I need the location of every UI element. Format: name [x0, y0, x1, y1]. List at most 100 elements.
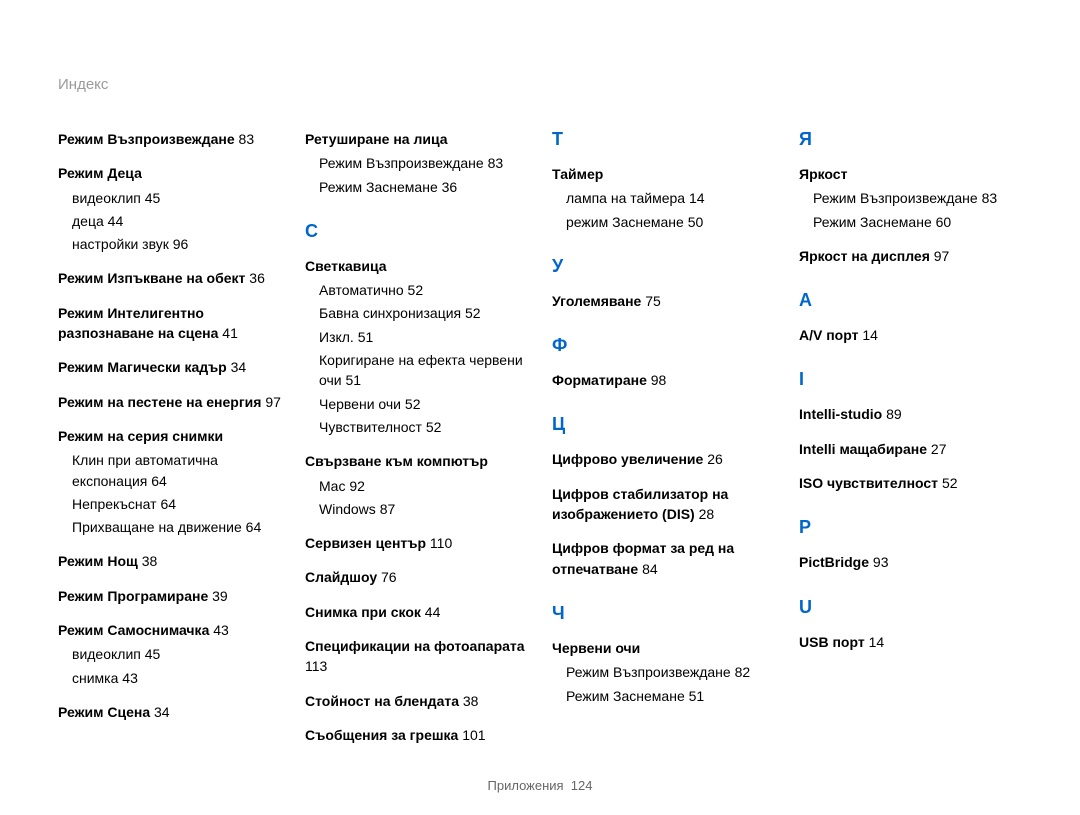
page-ref: 14: [689, 190, 705, 206]
page-ref: 96: [173, 236, 189, 252]
index-column-4: ЯЯркостРежим Възпроизвеждане 83Режим Зас…: [799, 129, 1022, 759]
page-ref: 39: [212, 588, 228, 604]
index-subentry: режим Заснемане 50: [552, 212, 775, 232]
index-entry: Режим Нощ 38: [58, 551, 281, 571]
index-entry: Ретуширане на лица: [305, 129, 528, 149]
page-ref: 92: [349, 478, 365, 494]
index-entry: Червени очи: [552, 638, 775, 658]
page-ref: 34: [231, 359, 247, 375]
section-letter: С: [305, 221, 528, 242]
index-columns: Режим Възпроизвеждане 83 Режим Деца видеок…: [58, 129, 1022, 759]
page-ref: 83: [239, 131, 255, 147]
index-entry: Режим Деца: [58, 163, 281, 183]
index-subentry: лампа на таймера 14: [552, 188, 775, 208]
index-subentry: Windows 87: [305, 499, 528, 519]
index-subentry: Червени очи 52: [305, 394, 528, 414]
page-ref: 51: [345, 372, 361, 388]
index-entry: Цифров стабилизатор на изображението (DI…: [552, 484, 775, 525]
page-ref: 51: [689, 688, 705, 704]
page-footer: Приложения 124: [0, 778, 1080, 793]
index-subentry: снимка 43: [58, 668, 281, 688]
footer-page-number: 124: [571, 778, 593, 793]
page-ref: 36: [442, 179, 458, 195]
page-ref: 52: [465, 305, 481, 321]
index-entry: Таймер: [552, 164, 775, 184]
index-entry-group: Свързване към компютър Mac 92 Windows 87: [305, 451, 528, 519]
page-ref: 45: [145, 190, 161, 206]
index-entry: Яркост на дисплея 97: [799, 246, 1022, 266]
index-entry: Режим Интелигентно разпознаване на сцена…: [58, 303, 281, 344]
index-subentry: Коригиране на ефекта червени очи 51: [305, 350, 528, 391]
index-entry-group: Режим Самоснимачка 43 видеоклип 45 снимка …: [58, 620, 281, 688]
page-ref: 52: [942, 475, 958, 491]
page-ref: 83: [982, 190, 998, 206]
section-letter: P: [799, 517, 1022, 538]
page-ref: 45: [145, 646, 161, 662]
index-subentry: Режим Възпроизвеждане 82: [552, 662, 775, 682]
index-entry-group: Таймер лампа на таймера 14 режим Заснемане…: [552, 164, 775, 232]
index-subentry: Бавна синхронизация 52: [305, 303, 528, 323]
index-subentry: Mac 92: [305, 476, 528, 496]
section-letter: Ф: [552, 335, 775, 356]
page-ref: 101: [462, 727, 485, 743]
index-entry-group: Режим Деца видеоклип 45 деца 44 настройки з…: [58, 163, 281, 254]
index-entry: Сервизен център 110: [305, 533, 528, 553]
index-entry-group: ЯркостРежим Възпроизвеждане 83Режим Засн…: [799, 164, 1022, 232]
page-ref: 60: [936, 214, 952, 230]
index-entry: Intelli-studio 89: [799, 404, 1022, 424]
page-ref: 64: [151, 473, 167, 489]
section-letter: Ц: [552, 414, 775, 435]
index-subentry: видеоклип 45: [58, 644, 281, 664]
index-entry: Свързване към компютър: [305, 451, 528, 471]
index-subentry: настройки звук 96: [58, 234, 281, 254]
index-entry: Слайдшоу 76: [305, 567, 528, 587]
page-ref: 51: [358, 329, 374, 345]
index-entry: USB порт 14: [799, 632, 1022, 652]
index-entry: Режим Програмиране 39: [58, 586, 281, 606]
index-page: Индекс Режим Възпроизвеждане 83 Режим Дец…: [0, 0, 1080, 759]
index-entry: Режим Изпъкване на обект 36: [58, 268, 281, 288]
index-subentry: Непрекъснат 64: [58, 494, 281, 514]
index-entry-group: Режим на серия снимкиКлин при автоматичн…: [58, 426, 281, 537]
page-ref: 93: [873, 554, 889, 570]
page-ref: 87: [380, 501, 396, 517]
page-ref: 50: [688, 214, 704, 230]
page-ref: 64: [246, 519, 262, 535]
page-ref: 82: [735, 664, 751, 680]
index-subentry: Прихващане на движение 64: [58, 517, 281, 537]
section-letter: U: [799, 597, 1022, 618]
index-entry: PictBridge 93: [799, 552, 1022, 572]
index-entry: A/V порт 14: [799, 325, 1022, 345]
index-entry: Уголемяване 75: [552, 291, 775, 311]
index-subentry: Режим Възпроизвеждане 83: [799, 188, 1022, 208]
page-ref: 113: [305, 658, 327, 674]
page-ref: 83: [488, 155, 504, 171]
index-entry: Цифров формат за ред на отпечатване 84: [552, 538, 775, 579]
index-subentry: Режим Възпроизвеждане 83: [305, 153, 528, 173]
page-ref: 52: [408, 282, 424, 298]
index-entry-group: Ретуширане на лица Режим Възпроизвеждане …: [305, 129, 528, 197]
page-ref: 14: [862, 327, 878, 343]
page-ref: 64: [160, 496, 176, 512]
index-entry: Режим Самоснимачка 43: [58, 620, 281, 640]
page-ref: 84: [642, 561, 658, 577]
index-column-3: ТТаймерлампа на таймера 14режим Заснеман…: [552, 129, 775, 759]
index-entry: Светкавица: [305, 256, 528, 276]
index-subentry: деца 44: [58, 211, 281, 231]
index-column-2: Ретуширане на лица Режим Възпроизвеждане …: [305, 129, 528, 759]
page-ref: 110: [430, 535, 452, 551]
index-column-1: Режим Възпроизвеждане 83Режим Децавидеок…: [58, 129, 281, 759]
index-entry-group: СветкавицаАвтоматично 52Бавна синхрониза…: [305, 256, 528, 437]
index-entry: Режим Магически кадър 34: [58, 357, 281, 377]
page-header: Индекс: [58, 76, 1022, 93]
page-ref: 38: [463, 693, 479, 709]
index-entry: Съобщения за грешка 101: [305, 725, 528, 745]
page-ref: 43: [122, 670, 138, 686]
index-subentry: Режим Заснемане 36: [305, 177, 528, 197]
index-subentry: видеоклип 45: [58, 188, 281, 208]
page-ref: 76: [381, 569, 397, 585]
page-ref: 89: [886, 406, 902, 422]
index-entry: Intelli мащабиране 27: [799, 439, 1022, 459]
section-letter: У: [552, 256, 775, 277]
page-ref: 98: [651, 372, 667, 388]
